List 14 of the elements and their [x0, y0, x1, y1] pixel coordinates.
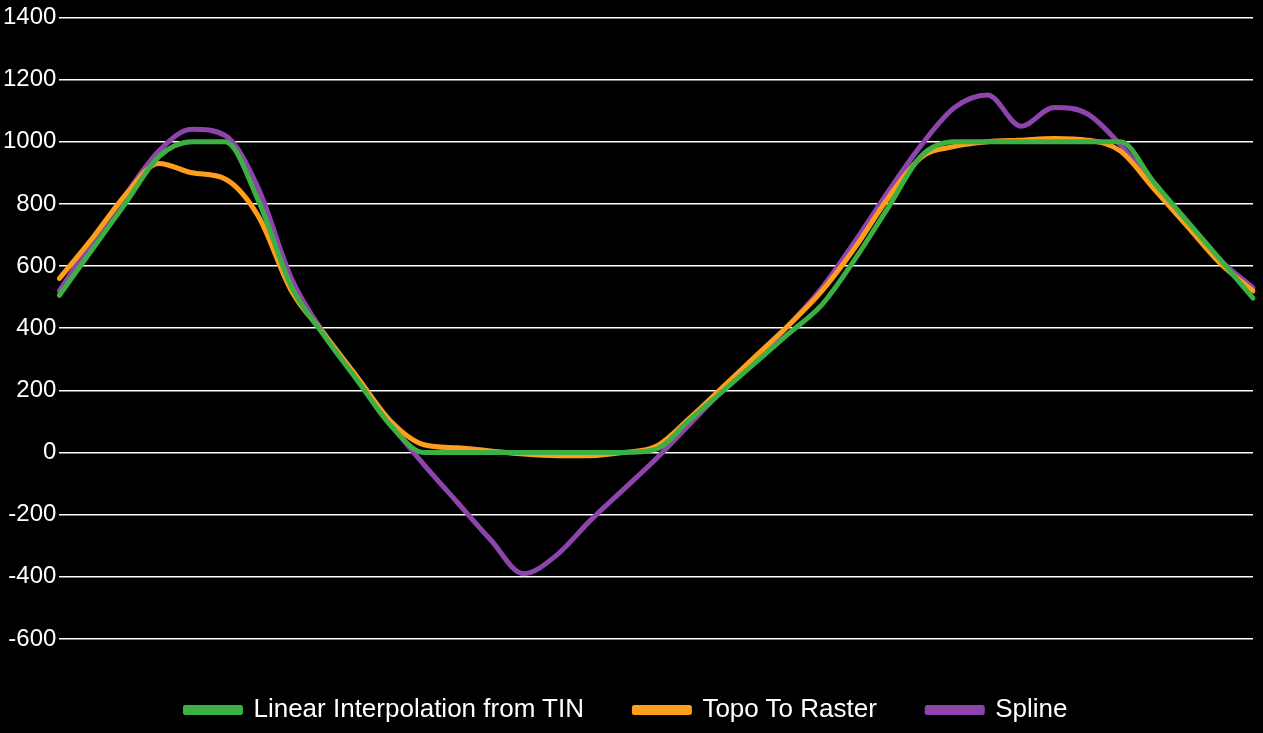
y-tick-label: 200 — [16, 374, 57, 402]
y-tick-label: 600 — [16, 250, 57, 278]
y-tick-label: 400 — [16, 312, 57, 340]
y-tick-label: 800 — [16, 188, 57, 216]
legend-label: Spline — [995, 693, 1068, 724]
y-tick-label: -400 — [8, 561, 57, 589]
y-tick-label: 0 — [43, 437, 57, 465]
legend-label: Topo To Raster — [702, 693, 878, 724]
y-tick-label: 1000 — [3, 126, 57, 154]
y-tick-label: -200 — [8, 499, 57, 527]
y-tick-label: -600 — [8, 623, 57, 651]
legend-label: Linear Interpolation from TIN — [253, 693, 584, 724]
y-tick-label: 1400 — [3, 2, 57, 30]
y-tick-label: 1200 — [3, 64, 57, 92]
